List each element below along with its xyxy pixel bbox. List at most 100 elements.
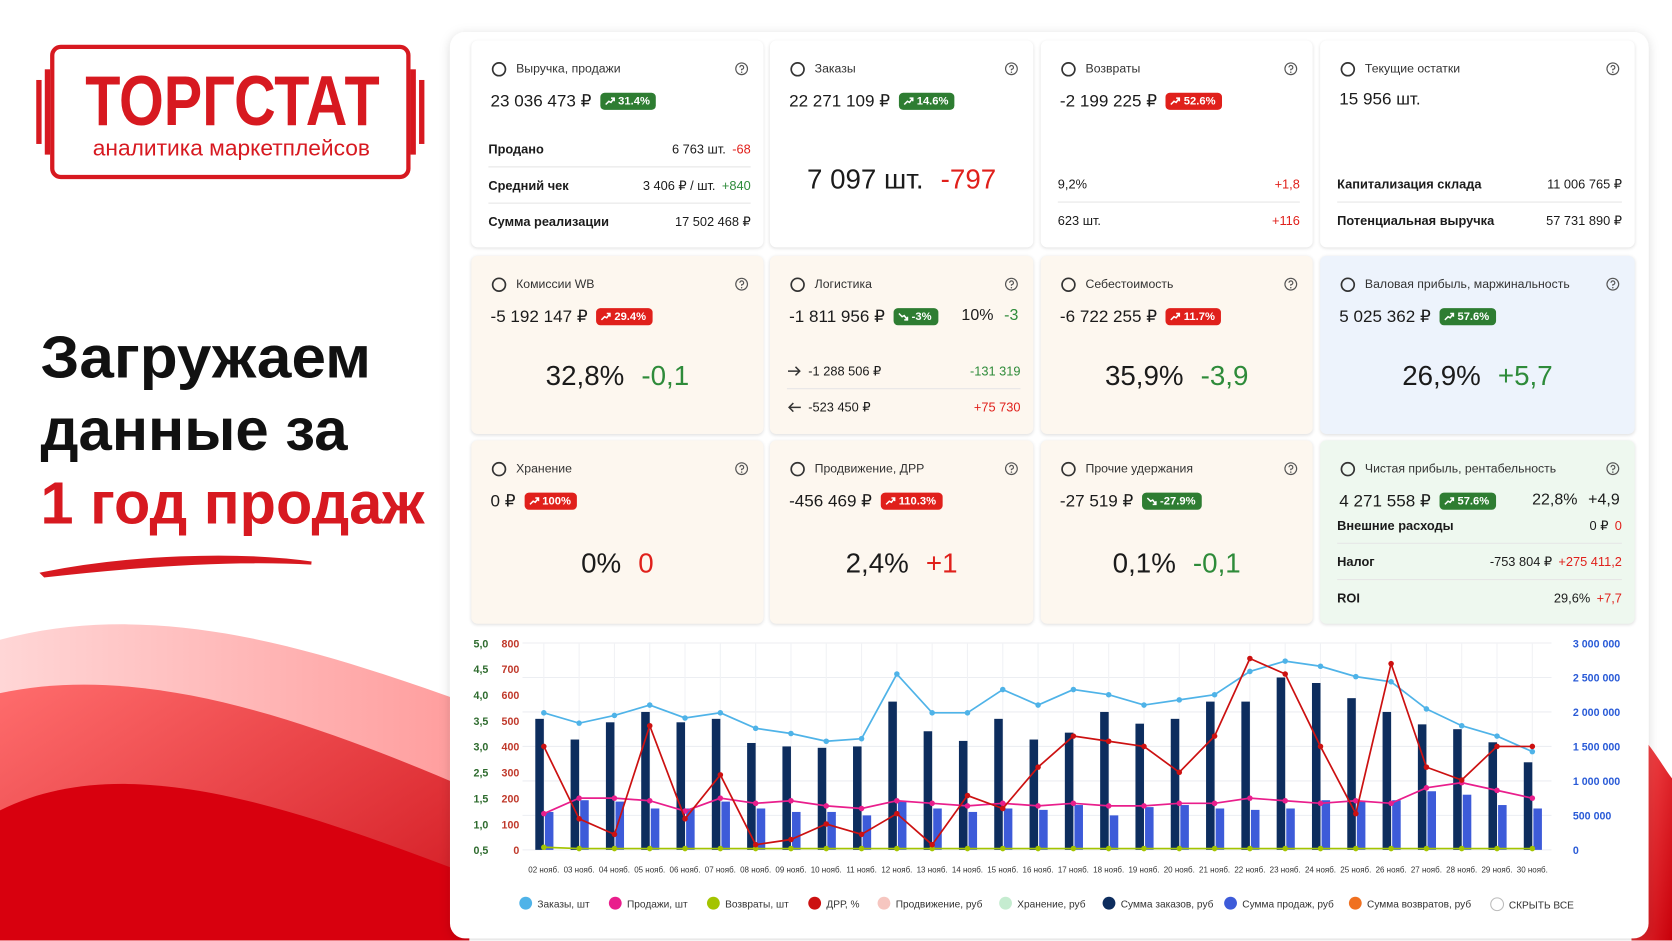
point [682,816,688,822]
bar [817,747,827,850]
legend-label[interactable]: ДРР, % [826,899,859,910]
point [1388,845,1394,852]
legend-swatch[interactable] [706,896,720,910]
icon-shape [1061,461,1076,477]
legend-label[interactable]: Сумма возвратов, руб [1367,898,1471,910]
legend-swatch[interactable] [1224,896,1237,910]
point [717,795,724,801]
badge-text: 52.6% [1183,94,1216,108]
help-dot [1010,471,1013,473]
bar [1145,807,1154,850]
legend-label[interactable]: Сумма продаж, руб [1242,898,1334,910]
legend-label[interactable]: Хранение, руб [1017,898,1085,910]
help-circle [735,462,749,476]
x-tick-label: 14 нояб. [952,865,983,874]
bar [1453,729,1462,850]
point [752,845,759,852]
legend-swatch[interactable] [877,896,891,910]
card-row: 9,2% +1,8 [1057,166,1300,203]
card-row: Сумма реализации 17 502 468 ₽ [488,204,750,239]
hide-all-icon[interactable] [1490,897,1505,912]
point [823,803,830,809]
x-tick-label: 05 нояб. [634,865,665,874]
card-header: Валовая прибыль, маржинальность [1339,276,1620,293]
card-row: ROI 29,6% +7,7 [1337,580,1622,615]
legend-swatch[interactable] [999,896,1012,910]
hide-all-button[interactable]: СКРЫТЬ ВСЕ [1509,901,1574,912]
point [1282,797,1288,804]
legend-label[interactable]: Сумма заказов, руб [1121,898,1214,910]
badge: -3% [893,308,938,326]
x-tick-label: 11 нояб. [846,865,876,874]
bar [641,711,650,850]
legend-swatch[interactable] [519,896,533,910]
y-tick-label: 3,0 [474,742,489,754]
legend-swatch[interactable] [608,896,622,910]
legend-label[interactable]: Возвраты, шт [725,899,789,910]
legend-label[interactable]: Продажи, шт [627,899,688,910]
point [541,810,547,817]
point [1282,658,1288,664]
card-value: -27 519 ₽ [1059,492,1134,511]
point [999,686,1006,693]
trend-icon [1170,312,1181,321]
card-header: Логистика [789,276,1018,293]
card-value-line: -1 811 956 ₽ -3% [789,306,938,327]
extra-value: 10% [961,306,994,325]
point [1247,668,1253,675]
help-glyph [1009,464,1014,471]
card-header: Текущие остатки [1339,61,1620,78]
point [1176,845,1183,852]
card-value: 15 956 шт. [1339,90,1421,109]
card-row: Внешние расходы 0 ₽ 0 [1337,508,1622,544]
card-value: 5 025 362 ₽ [1339,308,1431,327]
card-extra: 10% -3 [961,306,1018,324]
card-value: 22 271 109 ₽ [789,92,891,111]
big-value: 26,9% [1402,358,1481,391]
bar [1064,732,1074,850]
badge-text: -27.9% [1160,494,1196,508]
card: Валовая прибыль, маржинальность 5 025 362… [1320,255,1635,434]
trend-icon [885,497,896,505]
point [788,797,794,804]
card-value: -5 192 147 ₽ [490,308,588,327]
x-tick-label: 10 нояб. [811,865,842,874]
arrow-icon [788,402,801,412]
point [1176,800,1183,807]
point [929,710,935,716]
point [858,735,865,742]
card-row: Потенциальная выручка 57 731 890 ₽ [1337,203,1622,238]
bar [615,801,625,850]
legend-label[interactable]: Заказы, шт [537,899,590,910]
point [1494,787,1500,794]
x-tick-label: 18 нояб. [1093,865,1124,874]
icon [1340,277,1356,292]
y-tick-label: 3,5 [474,716,489,728]
row-delta: -68 [732,141,751,157]
help-dot [740,471,743,473]
point [1529,845,1536,852]
legend-label[interactable]: Продвижение, руб [896,898,983,910]
card-value: 0 ₽ [490,492,516,511]
arrow [788,402,801,412]
x-tick-label: 22 нояб. [1234,865,1265,874]
x-tick-label: 27 нояб. [1411,865,1442,874]
point [646,702,653,708]
card-value: -2 199 225 ₽ [1059,92,1158,111]
help-icon [1284,62,1298,76]
badge: 31.4% [600,92,657,110]
point [964,803,971,809]
point [999,805,1006,812]
legend-swatch[interactable] [1348,896,1362,910]
legend-swatch[interactable] [1102,896,1116,910]
card-header: Заказы [789,61,1018,78]
x-tick-label: 04 нояб. [599,865,630,874]
logo-tagline: аналитика маркетплейсов [93,136,370,161]
help-glyph [739,280,745,286]
bar [1417,724,1427,850]
help-icon [1284,462,1298,476]
row-value: 11 006 765 ₽ [1547,176,1622,192]
trend-arrow [903,97,914,106]
badge: -27.9% [1141,492,1202,510]
legend-swatch[interactable] [808,896,822,910]
